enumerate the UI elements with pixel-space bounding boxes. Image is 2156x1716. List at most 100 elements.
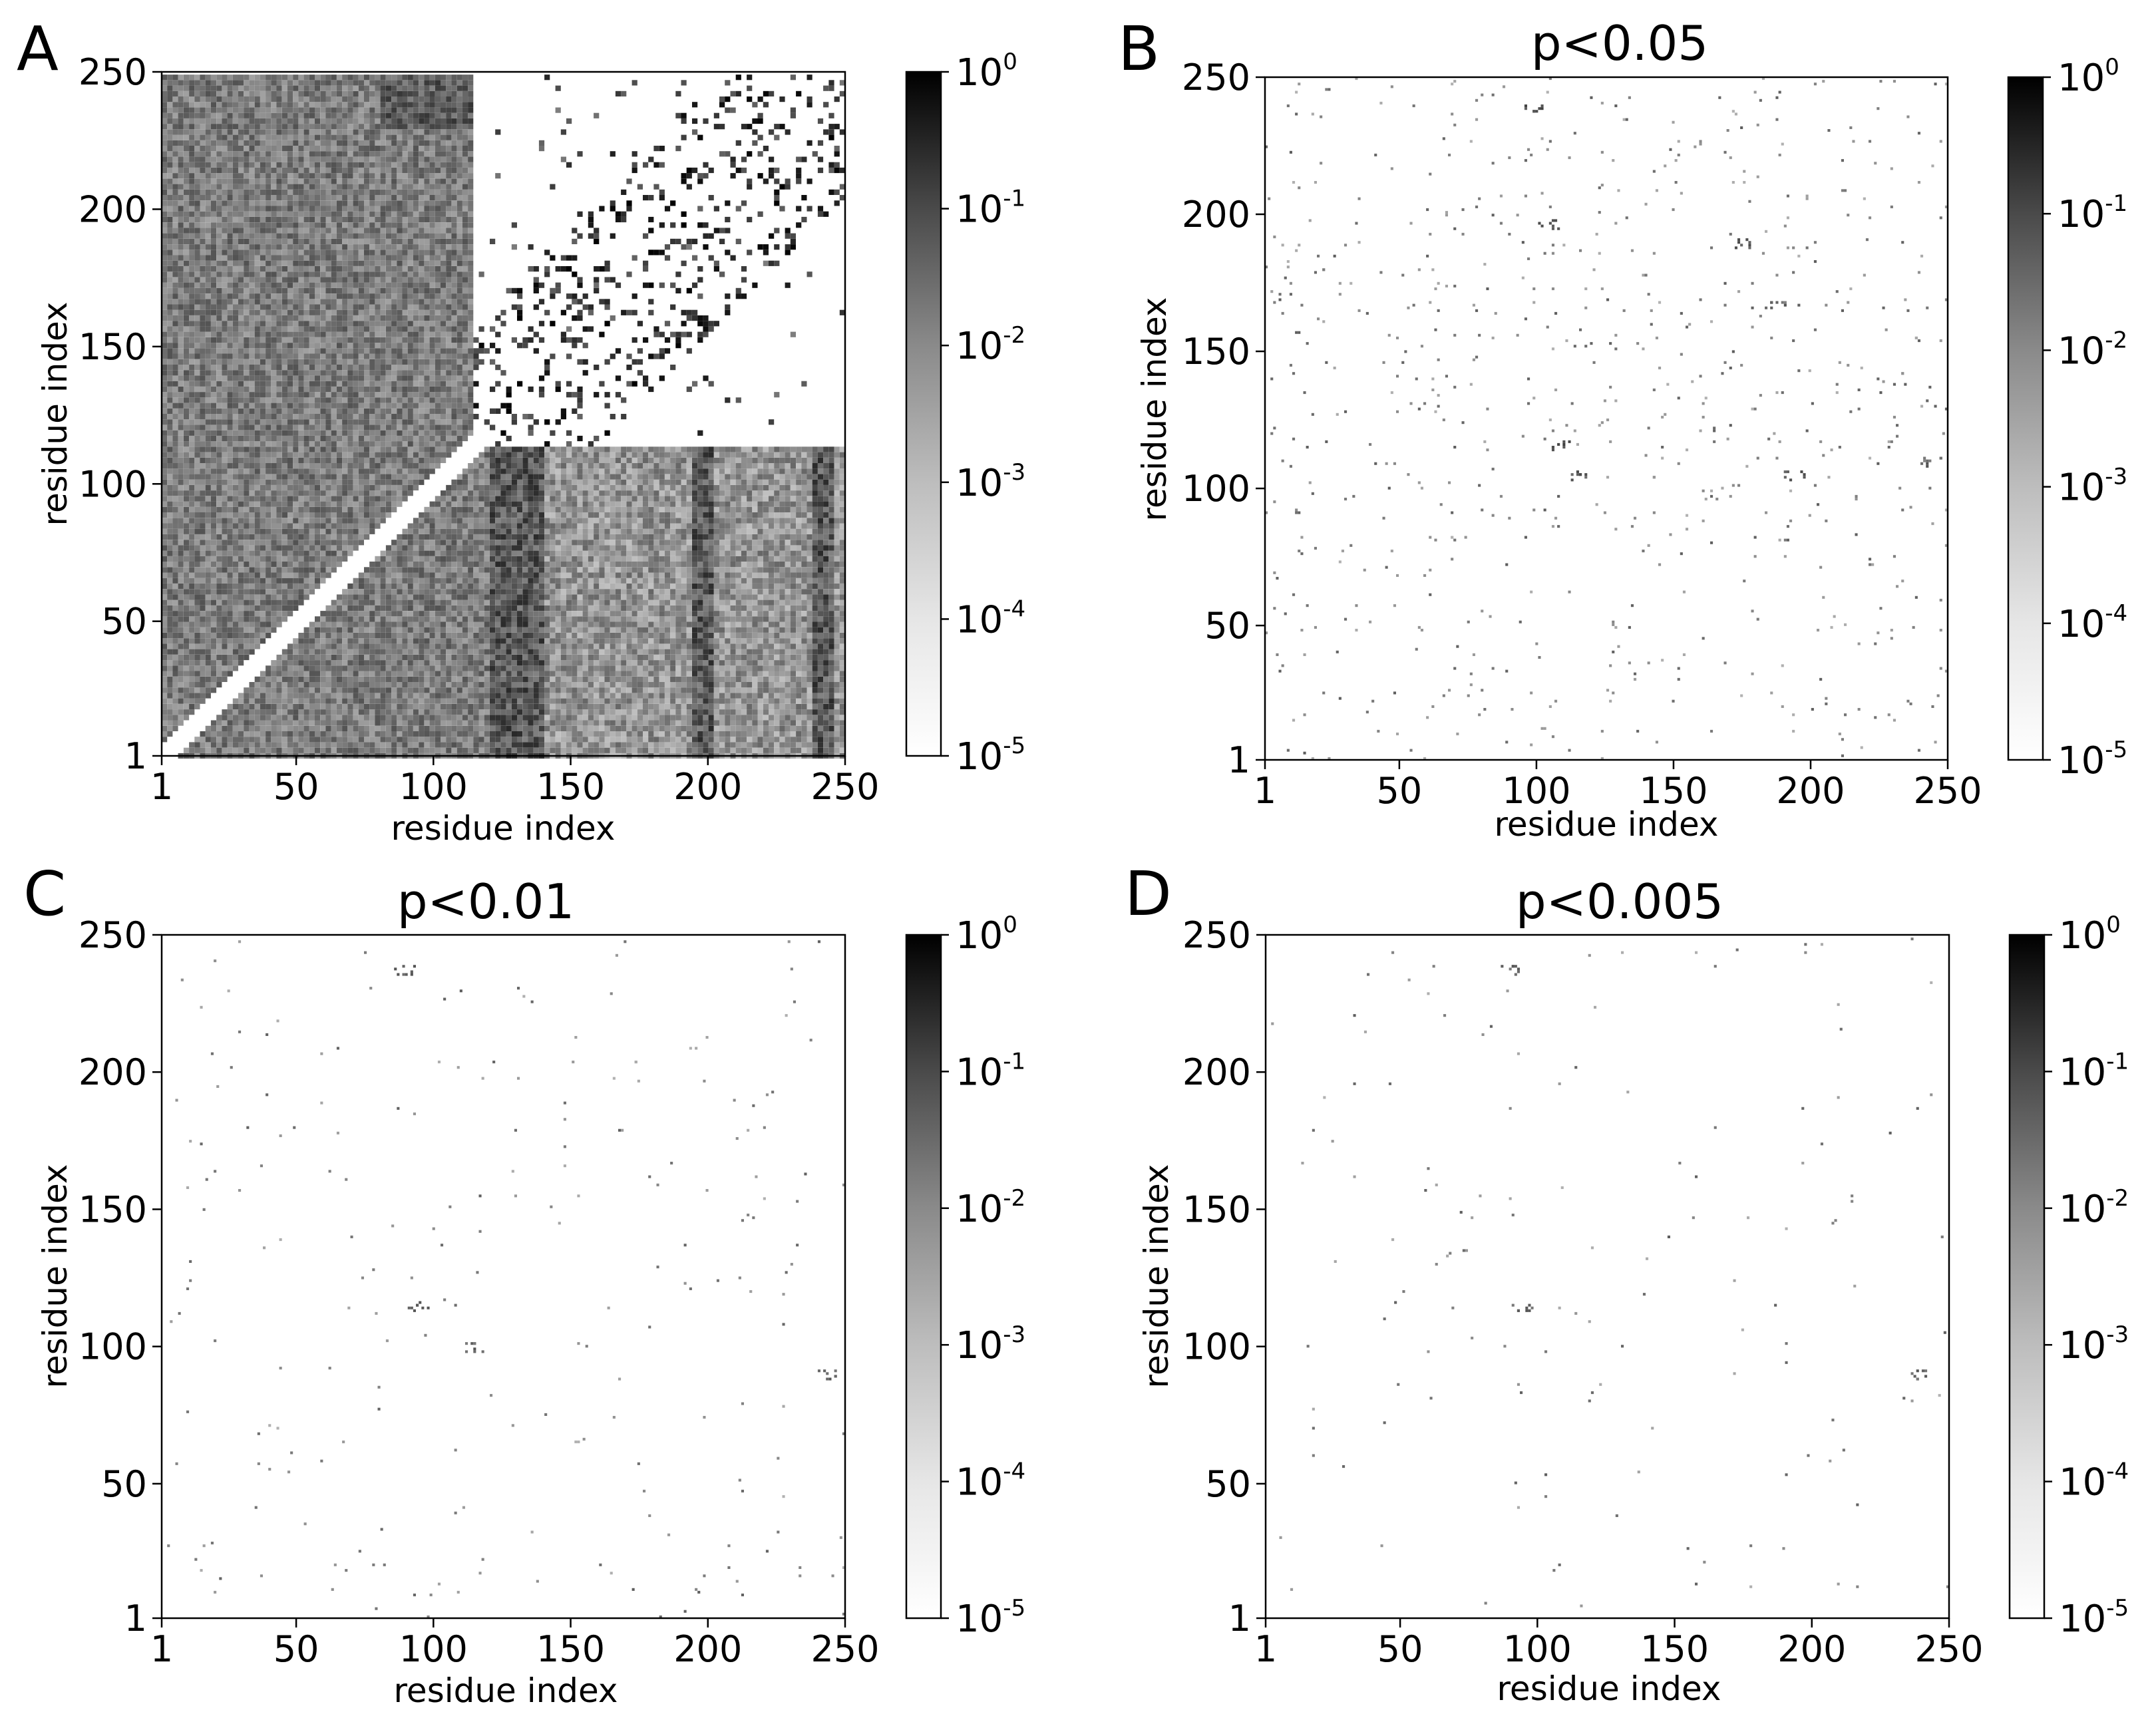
- heatmap-cell: [550, 643, 556, 649]
- heatmap-cell: [216, 633, 222, 639]
- heatmap-cell: [801, 589, 807, 595]
- heatmap-cell: [550, 731, 556, 737]
- heatmap-cell: [375, 594, 381, 600]
- heatmap-cell: [254, 616, 260, 622]
- heatmap-cell: [703, 747, 709, 753]
- heatmap-cell: [429, 594, 435, 600]
- heatmap-cell: [686, 567, 692, 573]
- heatmap-cell: [462, 742, 468, 748]
- heatmap-cell: [747, 583, 753, 590]
- heatmap-cell: [473, 747, 479, 753]
- heatmap-cell: [490, 540, 496, 546]
- heatmap-cell: [178, 594, 184, 600]
- heatmap-cell: [462, 589, 468, 595]
- heatmap-cell: [697, 703, 703, 710]
- heatmap-cell: [626, 731, 632, 737]
- heatmap-cell: [200, 562, 206, 568]
- heatmap-cell: [785, 534, 791, 540]
- heatmap-cell: [281, 731, 287, 737]
- heatmap-cell: [407, 660, 413, 666]
- heatmap-cell: [790, 693, 796, 699]
- heatmap-cell: [594, 572, 600, 578]
- heatmap-cell: [747, 578, 753, 584]
- heatmap-cell: [664, 654, 671, 661]
- heatmap-cell: [200, 583, 206, 590]
- heatmap-cell: [210, 600, 217, 605]
- heatmap-cell: [774, 589, 780, 595]
- heatmap-cell: [232, 633, 238, 639]
- heatmap-cell: [331, 747, 337, 753]
- heatmap-cell: [725, 649, 731, 655]
- heatmap-cell: [167, 643, 173, 649]
- heatmap-cell: [468, 556, 474, 562]
- heatmap-cell: [807, 742, 812, 748]
- heatmap-cell: [506, 649, 512, 655]
- heatmap-cell: [495, 671, 501, 677]
- heatmap-cell: [446, 589, 452, 595]
- heatmap-cell: [506, 594, 512, 600]
- heatmap-cell: [828, 703, 834, 710]
- heatmap-cell: [260, 583, 266, 590]
- heatmap-cell: [462, 562, 468, 568]
- heatmap-cell: [271, 665, 277, 671]
- heatmap-cell: [391, 621, 397, 627]
- heatmap-cell: [232, 709, 238, 715]
- heatmap-cell: [222, 671, 228, 677]
- heatmap-cell: [582, 731, 588, 737]
- heatmap-cell: [369, 709, 375, 715]
- heatmap-cell: [686, 687, 692, 693]
- heatmap-cell: [577, 583, 583, 590]
- heatmap-cell: [506, 720, 512, 726]
- heatmap-cell: [621, 638, 627, 644]
- heatmap-cell: [495, 649, 501, 655]
- heatmap-cell: [839, 671, 845, 677]
- heatmap-cell: [369, 605, 375, 611]
- heatmap-cell: [594, 731, 600, 737]
- heatmap-cell: [385, 698, 392, 704]
- heatmap-cell: [730, 731, 736, 737]
- heatmap-cell: [216, 611, 222, 617]
- heatmap-cell: [631, 627, 637, 633]
- heatmap-cell: [210, 654, 217, 661]
- heatmap-cell: [244, 594, 250, 600]
- heatmap-cell: [183, 671, 190, 677]
- heatmap-cell: [232, 731, 238, 737]
- heatmap-cell: [538, 687, 545, 693]
- heatmap-cell: [227, 616, 233, 622]
- heatmap-cell: [210, 572, 217, 578]
- heatmap-cell: [200, 534, 206, 540]
- heatmap-cell: [703, 698, 709, 704]
- heatmap-cell: [735, 600, 741, 605]
- heatmap-cell: [670, 594, 676, 600]
- heatmap-cell: [828, 611, 834, 617]
- heatmap-cell: [413, 562, 419, 568]
- heatmap-cell: [380, 676, 386, 682]
- heatmap-cell: [162, 534, 168, 540]
- heatmap-cell: [244, 742, 250, 748]
- heatmap-cell: [517, 649, 523, 655]
- heatmap-cell: [484, 725, 490, 731]
- heatmap-cell: [456, 600, 462, 605]
- heatmap-cell: [785, 600, 791, 605]
- heatmap-cell: [708, 693, 714, 699]
- heatmap-cell: [757, 649, 763, 655]
- heatmap-cell: [763, 671, 769, 677]
- heatmap-cell: [205, 737, 211, 743]
- heatmap-cell: [796, 583, 802, 590]
- heatmap-cell: [249, 545, 255, 551]
- heatmap-cell: [719, 676, 725, 682]
- heatmap-cell: [522, 638, 528, 644]
- heatmap-cell: [757, 693, 763, 699]
- heatmap-cell: [336, 715, 343, 721]
- heatmap-cell: [271, 621, 277, 627]
- heatmap-cell: [621, 556, 627, 562]
- heatmap-cell: [785, 578, 791, 584]
- heatmap-cell: [441, 654, 447, 661]
- heatmap-cell: [692, 616, 698, 622]
- heatmap-cell: [331, 545, 337, 551]
- heatmap-cell: [621, 671, 627, 677]
- heatmap-cell: [260, 676, 266, 682]
- heatmap-cell: [506, 747, 512, 753]
- heatmap-cell: [358, 638, 364, 644]
- heatmap-cell: [779, 589, 785, 595]
